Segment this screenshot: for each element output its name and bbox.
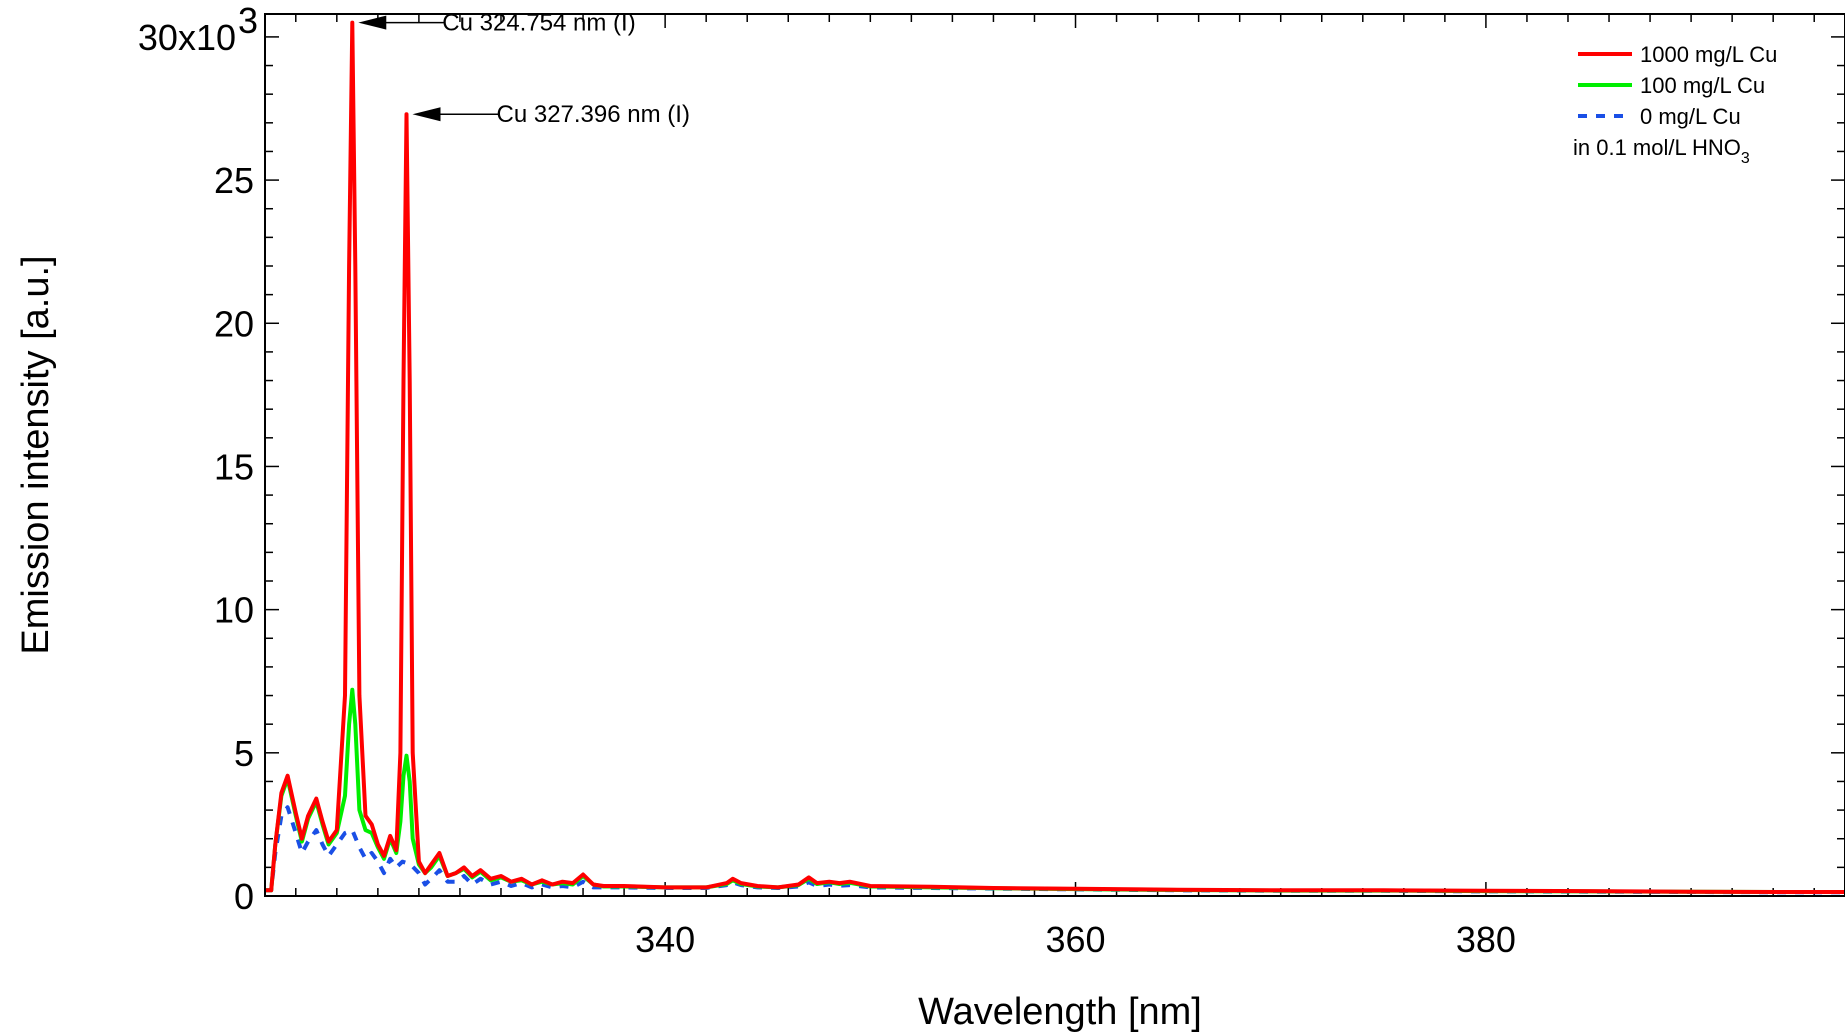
annotations: Cu 324.754 nm (I) Cu 327.396 nm (I) — [358, 10, 690, 128]
y-tick-label: 0 — [234, 876, 254, 917]
y-tick-exponent: 3 — [238, 0, 258, 41]
annotation-label: Cu 327.396 nm (I) — [497, 101, 690, 128]
legend-label-0: 0 mg/L Cu — [1640, 104, 1741, 129]
legend: 1000 mg/L Cu 100 mg/L Cu 0 mg/L Cu in 0.… — [1573, 42, 1777, 167]
legend-note-prefix: in 0.1 mol/L HNO — [1573, 135, 1741, 160]
y-tick-label: 15 — [214, 446, 254, 487]
legend-label-100: 100 mg/L Cu — [1640, 73, 1765, 98]
y-axis-title: Emission intensity [a.u.] — [15, 255, 57, 654]
legend-note: in 0.1 mol/L HNO3 — [1573, 135, 1750, 167]
y-tick-label: 25 — [214, 160, 254, 201]
y-tick-label: 20 — [214, 303, 254, 344]
annotation-label: Cu 324.754 nm (I) — [442, 10, 635, 37]
plot-frame — [264, 13, 1845, 897]
x-tick-label: 360 — [1045, 919, 1105, 960]
x-axis-title: Wavelength [nm] — [918, 991, 1202, 1033]
x-tick-label: 380 — [1456, 919, 1516, 960]
y-tick-label: 10 — [214, 590, 254, 631]
legend-label-1000: 1000 mg/L Cu — [1640, 42, 1777, 67]
legend-note-subscript: 3 — [1741, 150, 1750, 167]
y-tick-label: 5 — [234, 733, 254, 774]
series-layer — [265, 20, 1845, 895]
annotation-arrowhead — [358, 15, 387, 30]
series-line — [265, 20, 1845, 894]
series-line — [265, 687, 1845, 894]
annotation-arrowhead — [412, 107, 441, 122]
x-tick-label: 340 — [635, 919, 695, 960]
y-tick-label: 30x10 — [138, 17, 236, 58]
tick-labels: 340 360 380 0 5 10 15 20 25 30x10 3 — [138, 0, 1516, 960]
